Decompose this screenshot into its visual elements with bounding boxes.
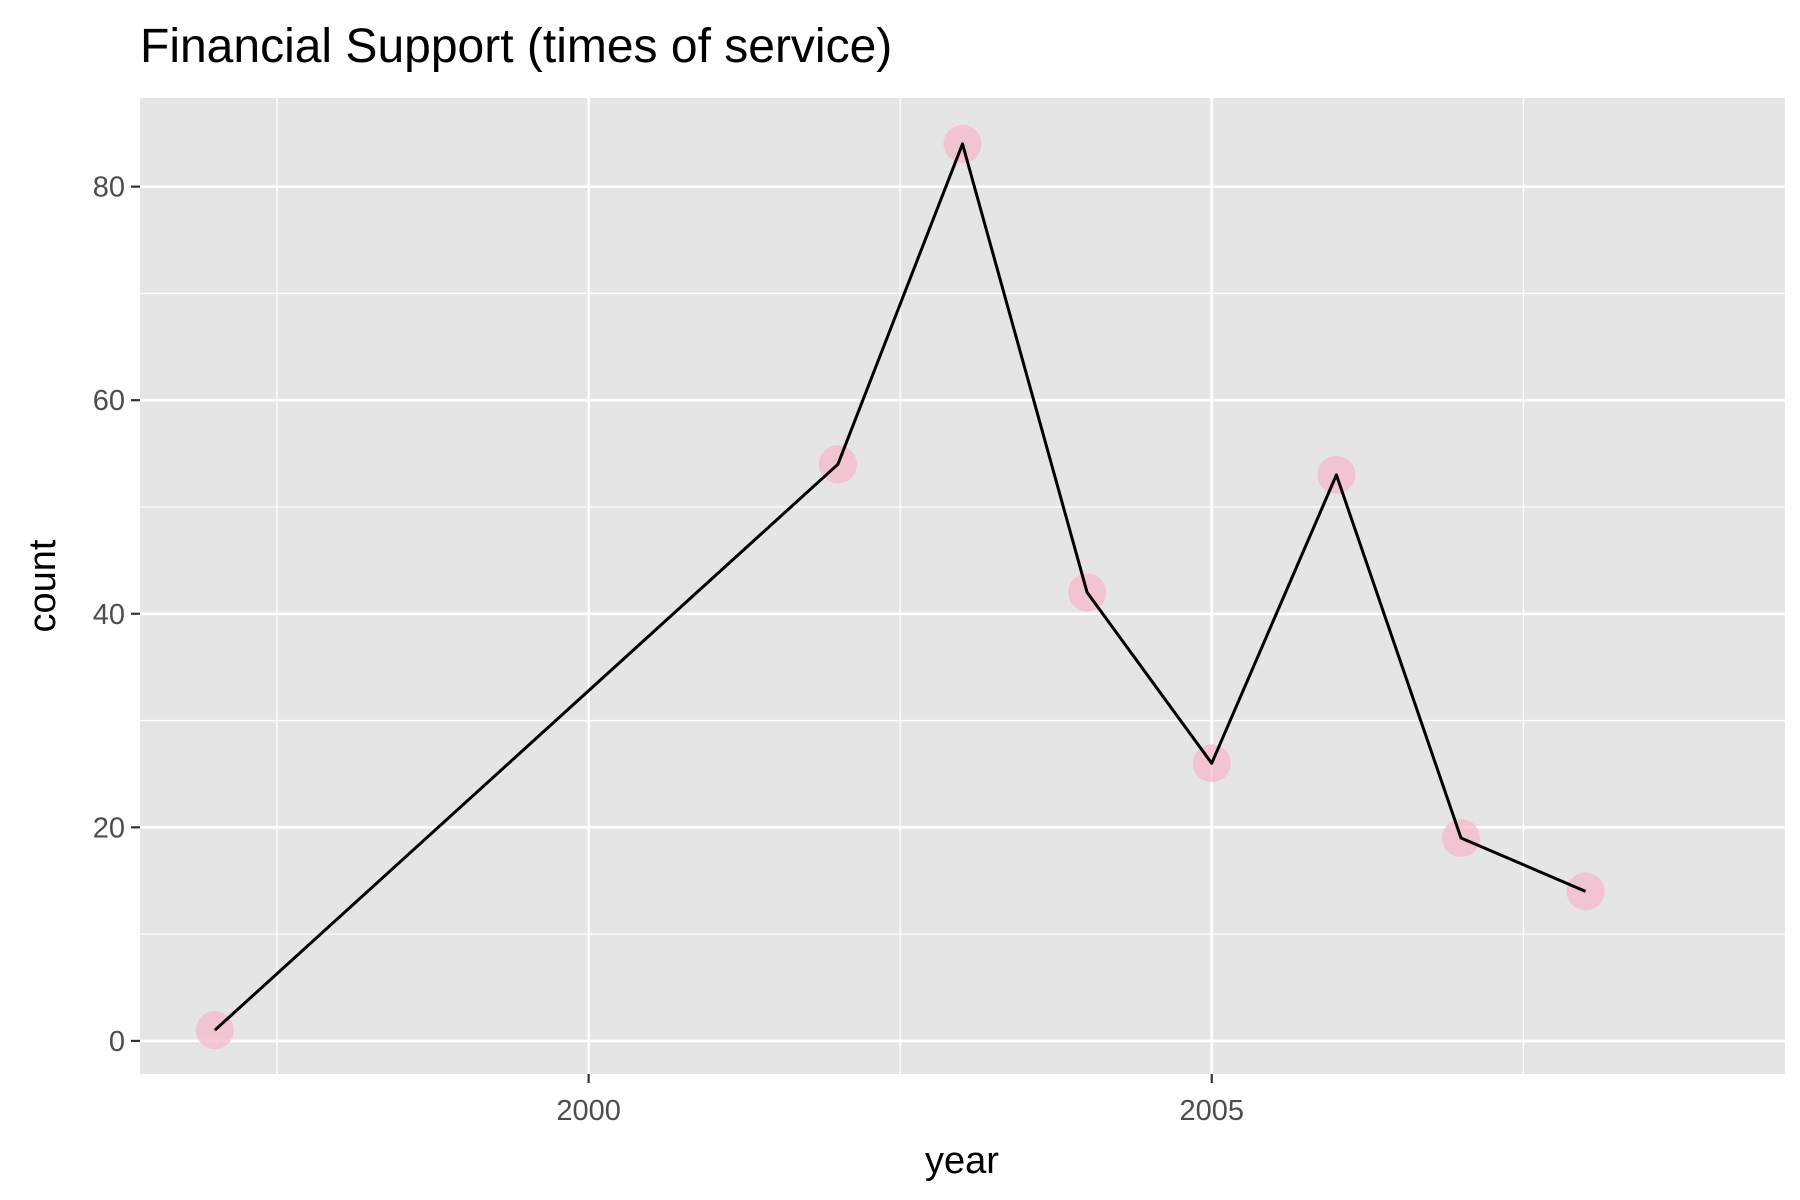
x-axis-title: year [925, 1140, 999, 1182]
y-axis-title: count [22, 539, 64, 632]
y-tick-label-4: 80 [93, 172, 125, 204]
tick-labels: 2000 2005 0 20 40 60 80 [93, 172, 1244, 1127]
chart-title: Financial Support (times of service) [140, 20, 892, 73]
x-tick-label-0: 2000 [556, 1095, 621, 1127]
plot-panel [140, 98, 1785, 1074]
data-point-7 [1566, 872, 1605, 911]
y-tick-label-2: 40 [93, 599, 125, 631]
x-tick-label-1: 2005 [1179, 1095, 1244, 1127]
axis-ticks [131, 185, 1213, 1083]
y-tick-label-3: 60 [93, 385, 125, 417]
minor-gridlines [140, 98, 1785, 1074]
data-series [195, 124, 1605, 1050]
series-line-0 [213, 142, 1587, 1032]
y-tick-label-0: 0 [109, 1026, 125, 1058]
major-gridlines [140, 98, 1785, 1074]
y-tick-label-1: 20 [93, 812, 125, 844]
